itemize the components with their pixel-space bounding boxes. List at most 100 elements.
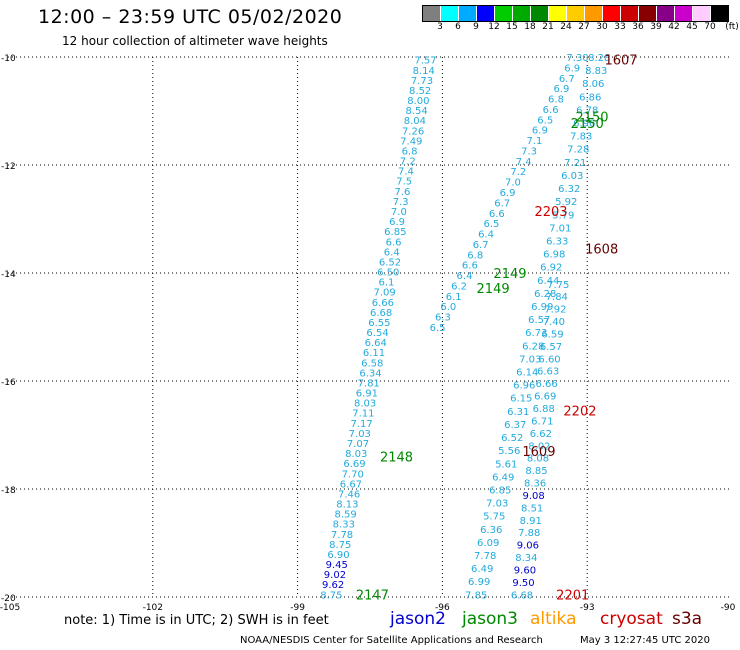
wave-height-label: 7.83 bbox=[570, 132, 592, 143]
wave-height-label: 7.26 bbox=[402, 126, 424, 137]
wave-height-label: 7.2 bbox=[510, 167, 526, 178]
pass-time-label: 2150 bbox=[571, 117, 604, 132]
wave-height-label: 6.58 bbox=[361, 358, 383, 369]
wave-height-label: 7.07 bbox=[347, 439, 369, 450]
pass-time-label: 2149 bbox=[477, 282, 510, 297]
wave-height-label: 5.79 bbox=[552, 210, 574, 221]
wave-height-label: 7.3 bbox=[521, 146, 537, 157]
wave-height-label: 6.4 bbox=[457, 271, 473, 282]
wave-height-label: 7.3 bbox=[393, 197, 409, 208]
wave-height-label: 7.46 bbox=[338, 489, 360, 500]
legend-swatch bbox=[567, 6, 585, 21]
legend-swatch bbox=[585, 6, 603, 21]
wave-height-label: 6.69 bbox=[534, 392, 556, 403]
wave-height-label: 6.9 bbox=[389, 217, 405, 228]
wave-height-label: 6.36 bbox=[480, 525, 502, 536]
wave-height-label: 6.9 bbox=[500, 188, 516, 199]
wave-height-label: 7.03 bbox=[519, 354, 541, 365]
legend-label: 27 bbox=[578, 22, 590, 32]
wave-height-label: 6.28 bbox=[522, 341, 544, 352]
wave-height-label: 6.5 bbox=[483, 219, 499, 230]
wave-height-label: 6.66 bbox=[536, 379, 558, 390]
wave-height-label: 6.54 bbox=[366, 328, 388, 339]
wave-height-label: 8.06 bbox=[582, 79, 604, 90]
legend-swatch bbox=[459, 6, 477, 21]
x-tick-label: -96 bbox=[435, 603, 450, 613]
wave-height-label: 7.85 bbox=[465, 590, 487, 601]
wave-height-label: 6.37 bbox=[504, 420, 526, 431]
wave-height-label: 7.11 bbox=[352, 409, 374, 420]
wave-height-label: 6.6 bbox=[386, 237, 402, 248]
wave-height-label: 7.70 bbox=[342, 469, 364, 480]
legend-label: 21 bbox=[542, 22, 554, 32]
chart-subtitle: 12 hour collection of altimeter wave hei… bbox=[62, 34, 328, 48]
wave-height-label: 7.5 bbox=[396, 177, 412, 188]
wave-height-label: 6.8 bbox=[467, 250, 483, 261]
wave-height-label: 8.34 bbox=[515, 553, 537, 564]
color-scale-legend bbox=[422, 5, 729, 22]
wave-height-label: 6.15 bbox=[510, 394, 532, 405]
wave-height-label: 6.09 bbox=[477, 538, 499, 549]
wave-height-label: 8.52 bbox=[409, 86, 431, 97]
wave-height-label: 6.0 bbox=[440, 302, 456, 313]
legend-swatch bbox=[621, 6, 639, 21]
y-tick-label: -12 bbox=[1, 162, 16, 172]
wave-height-label: 7.73 bbox=[411, 76, 433, 87]
wave-height-label: 6.59 bbox=[541, 329, 563, 340]
wave-height-label: 6.3 bbox=[435, 313, 451, 324]
wave-height-label: 6.9 bbox=[564, 63, 580, 74]
legend-swatch bbox=[693, 6, 711, 21]
wave-height-label: 8.59 bbox=[334, 510, 356, 521]
pass-time-label: 2149 bbox=[493, 267, 526, 282]
legend-swatch bbox=[639, 6, 657, 21]
wave-height-label: 6.9 bbox=[532, 126, 548, 137]
y-tick-label: -20 bbox=[1, 594, 16, 604]
pass-time-label: 2201 bbox=[556, 588, 589, 603]
wave-height-label: 7.81 bbox=[358, 378, 380, 389]
x-tick-label: -93 bbox=[580, 603, 595, 613]
wave-height-label: 6.73 bbox=[525, 328, 547, 339]
wave-height-label: 6.49 bbox=[471, 564, 493, 575]
wave-height-label: 6.9 bbox=[553, 84, 569, 95]
wave-height-label: 5.61 bbox=[495, 459, 517, 470]
wave-height-label: 7.57 bbox=[414, 56, 436, 67]
wave-height-label: 7.92 bbox=[544, 305, 566, 316]
legend-label: 9 bbox=[473, 22, 479, 32]
legend-label: 24 bbox=[560, 22, 572, 32]
wave-height-label: 6.52 bbox=[501, 433, 523, 444]
wave-height-label: 7.40 bbox=[543, 317, 565, 328]
wave-height-label: 7.4 bbox=[398, 167, 414, 178]
legend-label: 45 bbox=[686, 22, 698, 32]
pass-time-label: 1607 bbox=[604, 54, 637, 69]
wave-height-label: 6.99 bbox=[468, 577, 490, 588]
wave-height-label: 6.52 bbox=[379, 257, 401, 268]
wave-height-label: 6.99 bbox=[531, 302, 553, 313]
pass-time-label: 2202 bbox=[563, 405, 596, 420]
legend-swatch bbox=[513, 6, 531, 21]
y-tick-label: -14 bbox=[1, 270, 16, 280]
wave-height-label: 9.60 bbox=[514, 565, 536, 576]
wave-height-label: 6.4 bbox=[384, 247, 400, 258]
wave-height-label: 9.50 bbox=[512, 578, 534, 589]
wave-height-label: 7.09 bbox=[374, 288, 396, 299]
x-tick-label: -90 bbox=[721, 603, 736, 613]
satellite-s3a: s3a bbox=[672, 609, 703, 629]
legend-label: 42 bbox=[668, 22, 680, 32]
wave-height-label: 6.57 bbox=[540, 342, 562, 353]
wave-height-label: 6.49 bbox=[492, 472, 514, 483]
wave-height-label: 6.6 bbox=[462, 261, 478, 272]
wave-height-label: 7.21 bbox=[564, 158, 586, 169]
wave-height-label: 8.04 bbox=[404, 116, 426, 127]
x-tick-label: -99 bbox=[290, 603, 305, 613]
wave-height-label: 6.68 bbox=[370, 308, 392, 319]
x-tick-label: -102 bbox=[143, 603, 163, 613]
legend-label: 33 bbox=[614, 22, 626, 32]
pass-time-label: 1609 bbox=[522, 445, 555, 460]
pass-time-label: 2150 bbox=[575, 110, 608, 125]
satellite-altika: altika bbox=[530, 609, 577, 629]
legend-swatch bbox=[675, 6, 693, 21]
wave-height-label: 6.85 bbox=[384, 227, 406, 238]
wave-height-label: 6.62 bbox=[530, 429, 552, 440]
wave-height-label: 6.8 bbox=[402, 146, 418, 157]
